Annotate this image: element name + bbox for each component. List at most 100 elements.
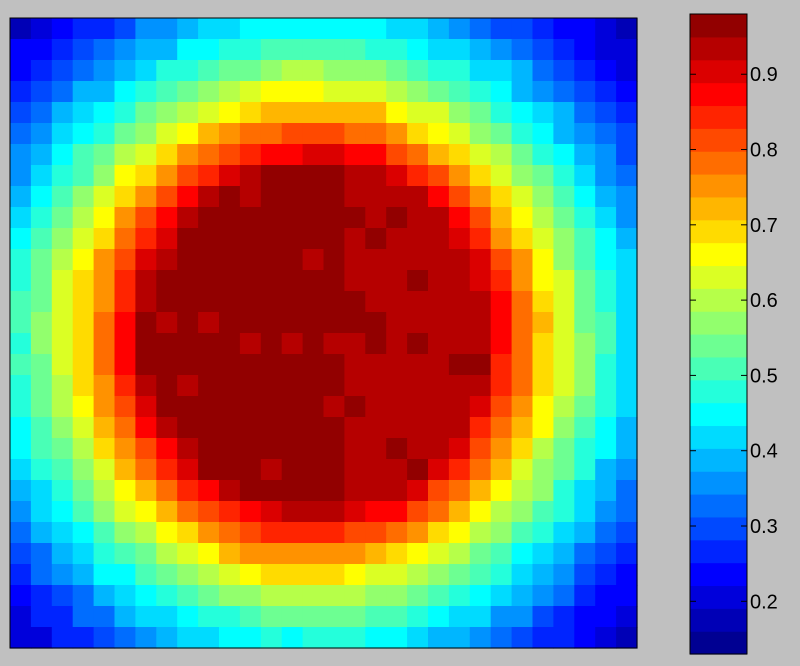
heatmap-cell [156,417,178,439]
heatmap-cell [198,207,220,229]
heatmap-cell [281,564,304,586]
heatmap-cell [574,480,596,502]
heatmap-cell [239,123,262,145]
heatmap-cell [198,438,220,460]
heatmap-cell [30,375,53,397]
heatmap-cell [595,417,617,439]
heatmap-cell [135,312,157,334]
heatmap-cell [344,165,366,187]
heatmap-cell [198,564,220,586]
heatmap-cell [448,333,471,355]
heatmap-cell [219,291,241,313]
heatmap-cell [407,144,429,166]
colorbar-level [690,36,747,61]
heatmap-cell [511,312,534,334]
heatmap-cell [616,564,638,586]
heatmap-cell [93,438,116,460]
heatmap-cell [448,144,471,166]
heatmap-cell [469,123,492,145]
heatmap-cell [574,291,596,313]
heatmap-cell [428,522,450,544]
heatmap-cell [553,270,575,292]
heatmap-cell [448,522,471,544]
heatmap-cell [511,165,534,187]
heatmap-cell [428,354,450,376]
heatmap-cell [219,396,241,418]
heatmap-cell [532,81,554,103]
colorbar-tick-label: 0.6 [750,290,778,312]
heatmap-cell [365,18,387,40]
heatmap-cell [302,627,325,649]
heatmap-cell [490,396,513,418]
heatmap-cell [469,354,492,376]
heatmap-cell [574,165,596,187]
heatmap-cell [428,543,450,565]
heatmap-cell [490,564,513,586]
heatmap-cell [10,585,32,607]
colorbar-level [690,631,747,655]
heatmap-cell [72,102,95,124]
heatmap-cell [386,375,408,397]
colorbar-level [690,174,747,198]
heatmap-cell [302,270,325,292]
heatmap-cell [281,438,304,460]
heatmap-cell [93,354,116,376]
heatmap-cell [407,39,429,61]
heatmap-cell [407,312,429,334]
heatmap-cell [72,459,95,481]
heatmap-cell [428,60,450,82]
heatmap-cell [302,249,325,271]
heatmap-cell [344,459,366,481]
heatmap-cell [469,186,492,208]
heatmap-cell [532,228,554,250]
heatmap-cell [532,354,554,376]
heatmap-cell [219,564,241,586]
heatmap-cell [553,18,575,40]
colorbar-level [690,242,747,267]
heatmap-cell [574,144,596,166]
heatmap-cell [219,627,241,649]
heatmap-cell [595,459,617,481]
heatmap-cell [51,375,74,397]
heatmap-cell [177,522,199,544]
heatmap-cell [72,123,95,145]
heatmap-cell [10,249,32,271]
heatmap-cell [365,249,387,271]
heatmap-cell [407,480,429,502]
heatmap-cell [135,249,157,271]
heatmap-cell [72,396,95,418]
heatmap-cell [239,18,262,40]
heatmap-cell [469,522,492,544]
heatmap-cell [30,18,53,40]
heatmap-cell [260,522,283,544]
heatmap-cell [490,522,513,544]
heatmap-cell [365,522,387,544]
heatmap-cell [386,543,408,565]
heatmap-cell [135,102,157,124]
heatmap-cell [428,501,450,523]
colorbar-level [690,196,747,221]
heatmap-cell [93,186,116,208]
heatmap-cell [10,60,32,82]
colorbar-level [690,402,747,427]
heatmap-cell [177,375,199,397]
heatmap-cell [428,186,450,208]
heatmap-cell [219,375,241,397]
heatmap-cell [386,228,408,250]
heatmap-cell [30,270,53,292]
heatmap-cell [219,228,241,250]
heatmap-cell [51,291,74,313]
heatmap-cell [135,375,157,397]
heatmap-cell [30,60,53,82]
heatmap-cell [574,522,596,544]
heatmap-cell [365,396,387,418]
heatmap-cell [595,39,617,61]
heatmap-cell [219,102,241,124]
heatmap-cell [281,291,304,313]
heatmap-cell [198,60,220,82]
heatmap-cell [469,102,492,124]
heatmap-cell [135,543,157,565]
heatmap-cell [198,81,220,103]
heatmap-cell [10,81,32,103]
heatmap-cell [532,564,554,586]
